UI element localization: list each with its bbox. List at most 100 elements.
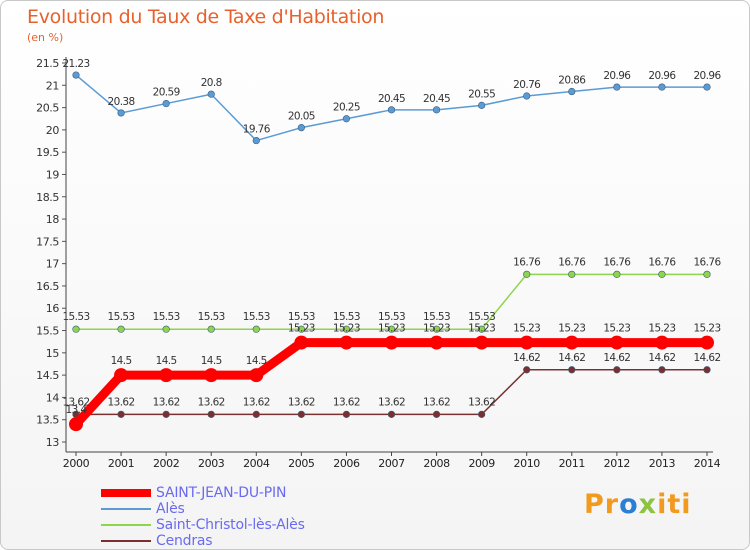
data-point (703, 270, 711, 278)
data-label: 15.53 (108, 311, 135, 323)
y-tick-label: 14 (46, 391, 60, 404)
data-point (609, 335, 624, 350)
data-point (159, 368, 174, 383)
data-label: 13.62 (243, 396, 270, 408)
data-point (339, 335, 354, 350)
data-label: 15.23 (693, 323, 720, 335)
data-point (474, 335, 489, 350)
x-tick-label: 2007 (378, 457, 405, 470)
x-tick-label: 2001 (108, 457, 134, 470)
x-tick-label: 2008 (423, 457, 450, 470)
data-point (568, 366, 576, 374)
data-point (342, 115, 351, 123)
data-label: 13.62 (153, 396, 180, 408)
data-label: 14.5 (246, 355, 267, 367)
data-point (523, 92, 531, 100)
data-point (432, 106, 441, 114)
data-label: 15.23 (513, 323, 540, 335)
data-point (478, 325, 486, 333)
x-tick-label: 2013 (649, 457, 676, 470)
data-label: 14.62 (603, 352, 630, 364)
data-label: 15.53 (288, 311, 315, 323)
y-tick-label: 16 (46, 302, 60, 315)
data-label: 15.53 (153, 311, 180, 323)
y-tick-label: 21.5 (36, 57, 59, 70)
data-label: 20.45 (378, 93, 405, 105)
data-label: 15.23 (288, 323, 315, 335)
data-label: 15.53 (198, 311, 225, 323)
data-point (252, 136, 260, 145)
data-label: 13.62 (62, 396, 89, 408)
legend-swatch-saint-christol (101, 524, 151, 526)
line-chart: 13 13.5 14 14.5 15 15.5 16 16.5 17 17.5 18 18.5 19 19… (36, 57, 722, 470)
data-label: 15.23 (333, 323, 360, 335)
data-point (249, 368, 264, 383)
data-point (564, 335, 579, 350)
data-label: 13.62 (423, 396, 450, 408)
data-label: 20.96 (648, 70, 676, 82)
x-tick-label: 2011 (559, 457, 585, 470)
data-label: 20.8 (201, 77, 222, 89)
data-point (429, 335, 444, 350)
y-tick-label: 20 (46, 124, 60, 137)
y-tick-label: 17 (46, 258, 60, 271)
data-point (700, 335, 714, 350)
data-label: 19.76 (243, 124, 271, 136)
x-tick-label: 2005 (288, 457, 315, 470)
data-point (384, 335, 399, 350)
data-label: 20.38 (108, 96, 135, 108)
data-point (162, 410, 170, 418)
data-point (568, 270, 576, 278)
data-label: 14.5 (156, 355, 177, 367)
data-label: 20.59 (153, 87, 180, 99)
x-tick-label: 2002 (153, 457, 179, 470)
data-point (207, 325, 215, 333)
data-label: 20.96 (693, 70, 721, 82)
data-label: 15.53 (378, 311, 405, 323)
data-point (703, 83, 711, 91)
y-tick-label: 21 (46, 79, 59, 92)
x-tick-label: 2012 (604, 457, 630, 470)
x-tick-label: 2014 (694, 457, 721, 470)
data-point (294, 335, 309, 350)
data-point (613, 83, 621, 91)
y-tick-label: 13 (46, 436, 60, 449)
data-point (523, 270, 531, 278)
data-label: 20.86 (558, 75, 586, 87)
data-point (252, 410, 260, 418)
data-point (252, 325, 260, 333)
legend-label-ales: Alès (156, 501, 185, 517)
y-tick-label: 16.5 (36, 280, 59, 293)
data-label: 15.23 (378, 323, 405, 335)
data-label: 15.53 (423, 311, 450, 323)
data-label: 15.23 (648, 323, 675, 335)
data-point (658, 366, 666, 374)
data-label: 16.76 (603, 256, 631, 268)
y-tick-label: 15 (46, 347, 60, 360)
data-point (342, 410, 351, 418)
x-tick-label: 2010 (514, 457, 541, 470)
data-label: 13.62 (288, 396, 315, 408)
data-label: 15.23 (468, 323, 495, 335)
y-tick-label: 18.5 (36, 191, 59, 204)
y-tick-label: 14.5 (36, 369, 59, 382)
y-tick-label: 17.5 (36, 235, 59, 248)
data-point (72, 71, 80, 79)
data-label: 16.76 (693, 256, 721, 268)
data-point (654, 335, 669, 350)
data-label: 14.62 (693, 352, 720, 364)
data-point (117, 410, 125, 418)
data-label: 20.25 (333, 102, 360, 114)
data-point (117, 325, 125, 333)
legend-label-saint-jean: SAINT-JEAN-DU-PIN (156, 485, 287, 501)
data-point (387, 325, 396, 333)
data-point (613, 270, 621, 278)
data-point (478, 101, 486, 109)
data-point (69, 417, 83, 432)
data-label: 16.76 (648, 256, 676, 268)
data-point (568, 87, 576, 96)
data-point (658, 83, 666, 91)
data-point (387, 106, 396, 114)
legend-label-saint-christol: Saint-Christol-lès-Alès (156, 517, 305, 533)
data-point (432, 325, 441, 333)
